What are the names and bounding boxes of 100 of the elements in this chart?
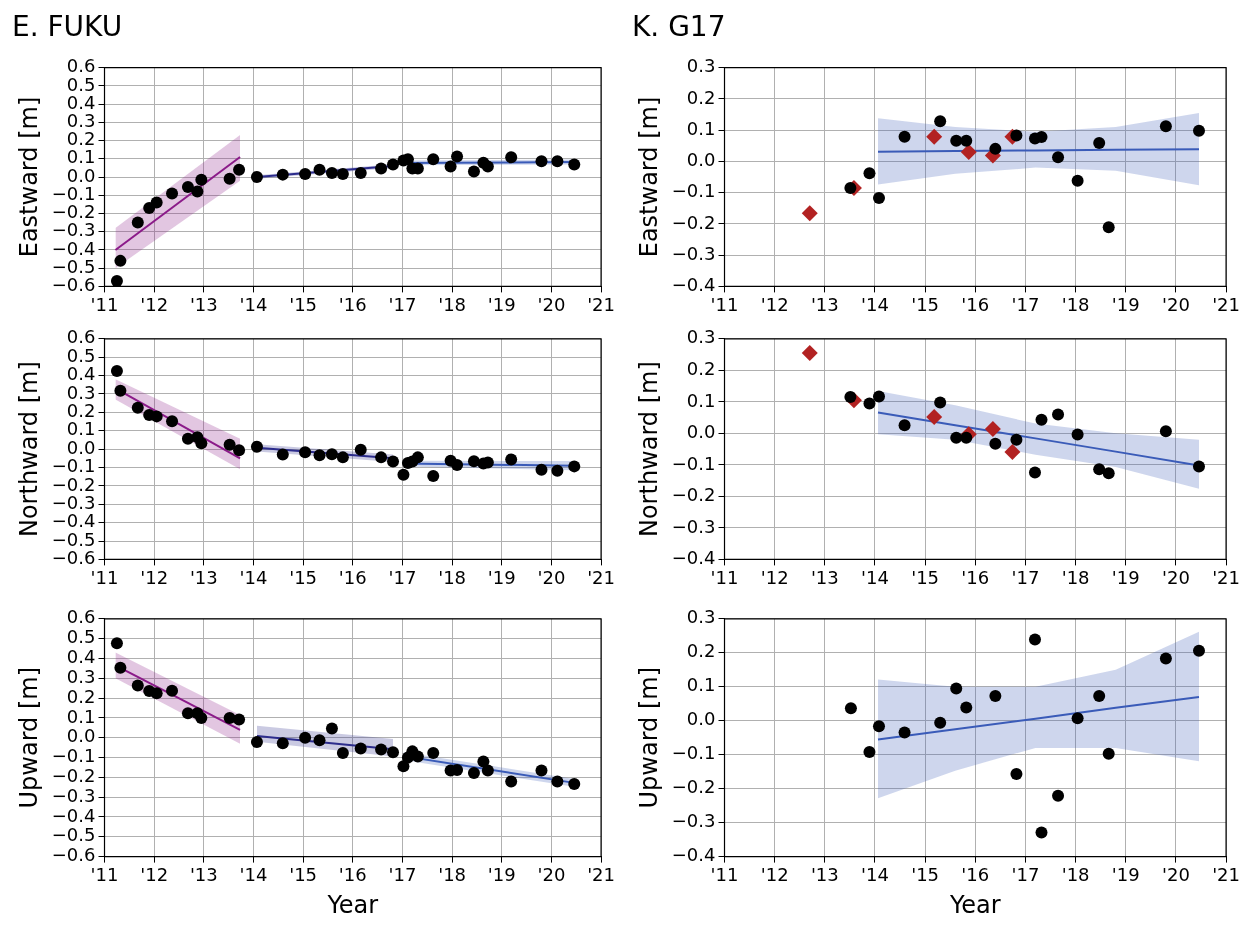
- point: [354, 742, 367, 755]
- point: [1028, 466, 1041, 479]
- point: [481, 160, 494, 173]
- point: [114, 384, 127, 397]
- point: [960, 701, 973, 714]
- y-tick-label: −0.4: [671, 844, 716, 866]
- x-tick-label: '21: [587, 864, 615, 886]
- point: [898, 419, 911, 432]
- x-tick-label: '18: [1061, 566, 1090, 588]
- point: [325, 448, 338, 461]
- point: [934, 716, 947, 729]
- point: [1093, 463, 1106, 476]
- y-tick-label: −0.2: [671, 211, 716, 233]
- y-tick-label: −0.6: [51, 547, 96, 569]
- point: [926, 408, 943, 425]
- x-tick-label: '14: [239, 566, 268, 588]
- x-tick-label: '13: [189, 566, 218, 588]
- x-tick-label: '20: [1161, 566, 1190, 588]
- point: [844, 391, 857, 404]
- y-axis-title: Upward [m]: [14, 666, 43, 809]
- point: [1052, 408, 1065, 421]
- y-tick-label: −0.1: [671, 452, 716, 474]
- point: [477, 755, 490, 768]
- point: [336, 746, 349, 759]
- point: [863, 167, 876, 180]
- x-tick-label: '16: [961, 864, 990, 886]
- point: [505, 151, 518, 164]
- point: [299, 167, 312, 180]
- point: [325, 166, 338, 179]
- point: [1192, 460, 1205, 473]
- x-tick-label: '14: [239, 864, 268, 886]
- x-tick-label: '18: [1061, 293, 1090, 315]
- x-tick-label: '13: [189, 864, 218, 886]
- point: [233, 713, 246, 726]
- point: [223, 172, 236, 185]
- x-tick-label: '12: [140, 566, 169, 588]
- point: [1102, 747, 1115, 760]
- point: [535, 463, 548, 476]
- x-tick-label: '21: [587, 566, 615, 588]
- y-tick-label: −0.6: [51, 274, 96, 296]
- y-tick-label: 0.1: [686, 117, 716, 139]
- point: [191, 185, 204, 198]
- point: [844, 181, 857, 194]
- point: [195, 711, 208, 724]
- x-tick-label: '14: [861, 293, 889, 315]
- x-tick-label: '13: [189, 293, 218, 315]
- point: [223, 438, 236, 451]
- point: [166, 187, 179, 200]
- point: [299, 446, 312, 459]
- y-tick-label: 0.0: [686, 708, 716, 730]
- point: [960, 134, 973, 147]
- x-tick-label: '19: [1111, 566, 1140, 588]
- y-tick-label: 0.3: [66, 665, 96, 687]
- point: [427, 469, 440, 482]
- point: [427, 746, 440, 759]
- point: [427, 153, 440, 166]
- point: [551, 464, 564, 477]
- x-tick-label: '16: [961, 566, 990, 588]
- point: [354, 443, 367, 456]
- point: [984, 420, 1001, 437]
- point: [1093, 689, 1106, 702]
- x-tick-label: '16: [338, 566, 367, 588]
- y-tick-label: 0.2: [686, 640, 716, 662]
- point: [387, 455, 400, 468]
- point: [131, 401, 144, 414]
- point: [276, 737, 289, 750]
- y-tick-label: 0.2: [66, 685, 96, 707]
- x-tick-label: '11: [710, 293, 739, 315]
- x-axis-title: Year: [326, 890, 379, 919]
- point: [387, 746, 400, 759]
- point: [131, 679, 144, 692]
- point: [872, 191, 885, 204]
- point: [336, 167, 349, 180]
- x-tick-label: '15: [289, 566, 318, 588]
- x-tick-label: '12: [760, 293, 789, 315]
- point: [934, 115, 947, 128]
- point: [551, 155, 564, 168]
- x-tick-label: '21: [1212, 293, 1240, 315]
- x-tick-label: '11: [90, 566, 119, 588]
- point: [1159, 120, 1172, 133]
- y-tick-label: 0.0: [686, 149, 716, 171]
- point: [411, 451, 424, 464]
- point: [325, 722, 338, 735]
- point: [181, 432, 194, 445]
- x-tick-label: '15: [911, 566, 940, 588]
- x-tick-label: '18: [438, 293, 467, 315]
- point: [535, 155, 548, 168]
- x-tick-label: '12: [760, 864, 789, 886]
- y-tick-label: −0.1: [671, 180, 716, 202]
- point: [233, 444, 246, 457]
- point: [110, 364, 123, 377]
- point: [1052, 789, 1065, 802]
- point: [568, 778, 581, 791]
- x-tick-label: '19: [487, 566, 516, 588]
- point: [568, 460, 581, 473]
- x-tick-label: '13: [810, 293, 839, 315]
- point: [950, 431, 963, 444]
- y-axis-title: Northward [m]: [14, 361, 43, 538]
- x-axis-title: Year: [948, 890, 1001, 919]
- x-tick-label: '20: [537, 293, 566, 315]
